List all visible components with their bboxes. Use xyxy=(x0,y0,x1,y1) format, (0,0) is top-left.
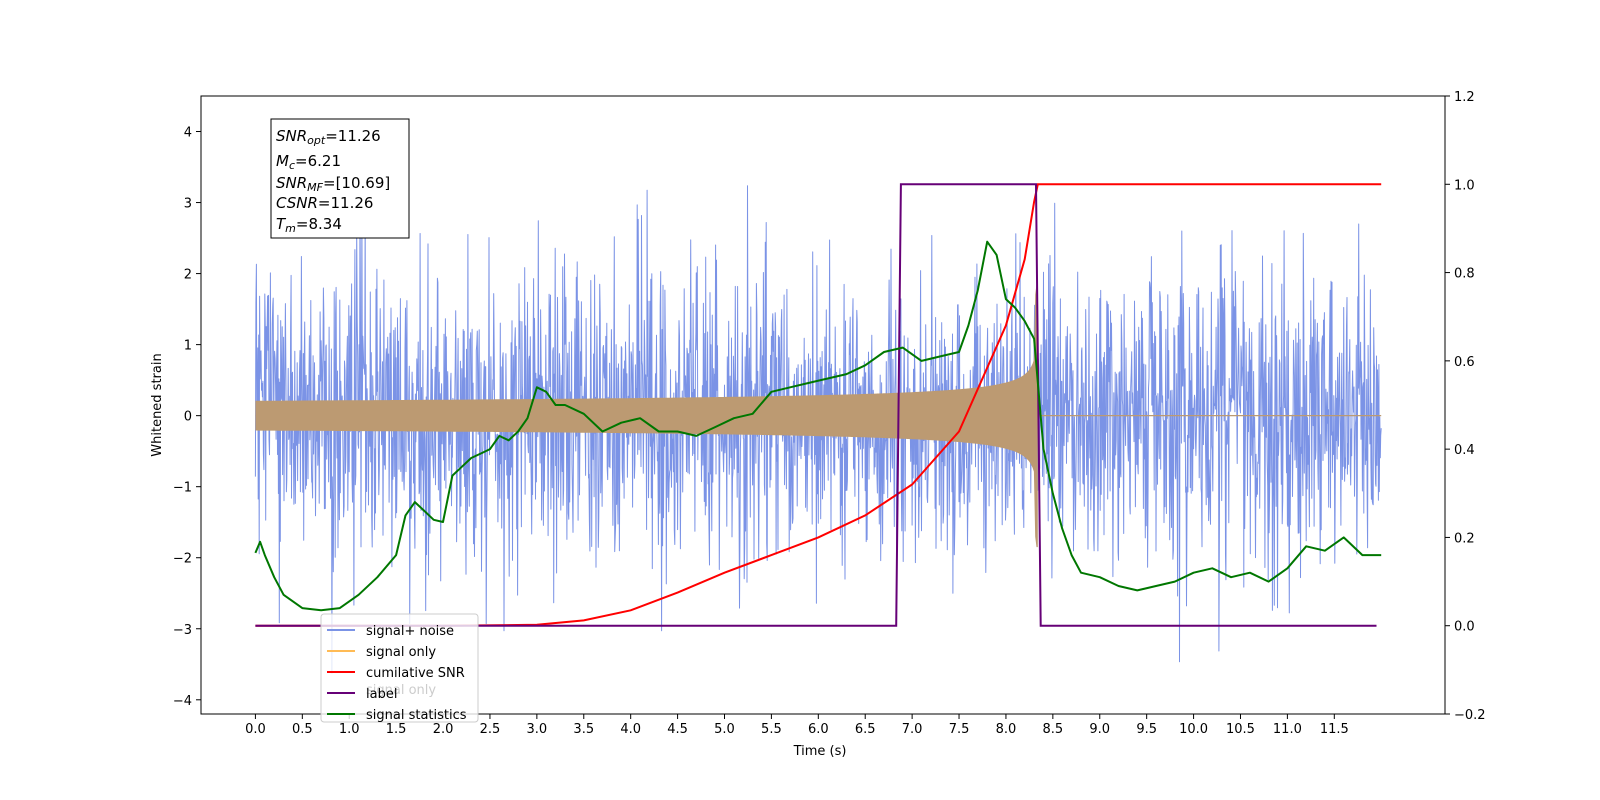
x-tick-label: 1.0 xyxy=(339,722,360,737)
x-tick-label: 2.0 xyxy=(433,722,454,737)
y2-tick-label: 0.4 xyxy=(1454,443,1475,458)
y-tick-label: 4 xyxy=(184,126,192,141)
legend-label-signal-only: signal only xyxy=(366,645,436,660)
y-tick-label: −4 xyxy=(173,694,192,709)
x-tick-label: 6.5 xyxy=(855,722,876,737)
y2-tick-label: 1.0 xyxy=(1454,178,1475,193)
y-tick-label: −2 xyxy=(173,552,192,567)
x-tick-label: 10.5 xyxy=(1226,722,1255,737)
y-axis-left: 4 3 2 1 0 −1 −2 −3 −4 xyxy=(173,126,201,709)
y-axis-label: Whitened strain xyxy=(150,353,165,456)
legend-label-cumulative-snr: cumilative SNR xyxy=(366,666,465,681)
legend: signal only signal+ noise signal only cumi… xyxy=(320,613,479,723)
x-tick-label: 11.5 xyxy=(1320,722,1349,737)
plot-frame xyxy=(200,95,1446,715)
annotation-csnr: CSNR=11.26 xyxy=(276,194,373,212)
x-tick-label: 8.0 xyxy=(996,722,1017,737)
y-tick-label: 0 xyxy=(184,410,192,425)
y2-tick-label: 0.8 xyxy=(1454,267,1475,282)
legend-background-text: signal only xyxy=(366,683,436,698)
annotation-snr-mf: SNRMF=[10.69] xyxy=(276,174,390,194)
x-tick-label: 9.5 xyxy=(1136,722,1157,737)
label-line xyxy=(255,183,1377,627)
plot-area xyxy=(254,183,1382,674)
y-tick-label: −1 xyxy=(173,481,192,496)
x-tick-label: 8.5 xyxy=(1043,722,1064,737)
x-axis-label: Time (s) xyxy=(793,744,847,759)
x-tick-label: 5.5 xyxy=(761,722,782,737)
y-tick-label: 2 xyxy=(184,268,192,283)
x-tick-label: 2.5 xyxy=(480,722,501,737)
legend-label-label: label xyxy=(366,687,397,702)
x-tick-label: 11.0 xyxy=(1273,722,1302,737)
y-tick-label: 3 xyxy=(184,197,192,212)
annotation-tm: Tm=8.34 xyxy=(276,215,342,235)
x-tick-label: 7.0 xyxy=(902,722,923,737)
y-tick-label: 1 xyxy=(184,339,192,354)
y2-tick-label: 0.0 xyxy=(1454,620,1475,635)
annotation-frame xyxy=(270,118,410,239)
y2-tick-label: 0.2 xyxy=(1454,531,1475,546)
x-tick-label: 4.5 xyxy=(667,722,688,737)
x-tick-label: 7.5 xyxy=(949,722,970,737)
x-tick-label: 9.0 xyxy=(1089,722,1110,737)
y2-tick-label: 0.6 xyxy=(1454,355,1475,370)
x-axis: 0.0 0.5 1.0 1.5 2.0 2.5 3.0 3.5 4.0 4.5 5.0 5.5 6.0 6… xyxy=(245,714,1349,737)
legend-frame xyxy=(320,613,479,723)
x-tick-label: 0.0 xyxy=(245,722,266,737)
x-tick-label: 0.5 xyxy=(292,722,313,737)
x-tick-label: 1.5 xyxy=(386,722,407,737)
x-tick-label: 6.0 xyxy=(808,722,829,737)
cumulative-snr-line xyxy=(255,183,1382,627)
x-tick-label: 4.0 xyxy=(620,722,641,737)
signal-statistics-line xyxy=(254,240,1382,612)
y2-tick-label: −0.2 xyxy=(1454,708,1486,723)
annotation-box: SNRopt=11.26 Mc=6.21 SNRMF=[10.69] CSNR=… xyxy=(270,118,410,239)
x-tick-label: 3.5 xyxy=(573,722,594,737)
y2-tick-label: 1.2 xyxy=(1454,90,1475,105)
legend-label-signal-noise: signal+ noise xyxy=(366,624,454,639)
y-axis-right: 1.2 1.0 0.8 0.6 0.4 0.2 0.0 −0.2 xyxy=(1445,90,1486,723)
x-tick-label: 3.0 xyxy=(527,722,548,737)
annotation-mc: Mc=6.21 xyxy=(276,152,341,172)
annotation-snr-opt: SNRopt=11.26 xyxy=(276,127,381,147)
legend-label-signal-statistics: signal statistics xyxy=(366,708,467,723)
x-tick-label: 5.0 xyxy=(714,722,735,737)
x-tick-label: 10.0 xyxy=(1179,722,1208,737)
y-tick-label: −3 xyxy=(173,623,192,638)
